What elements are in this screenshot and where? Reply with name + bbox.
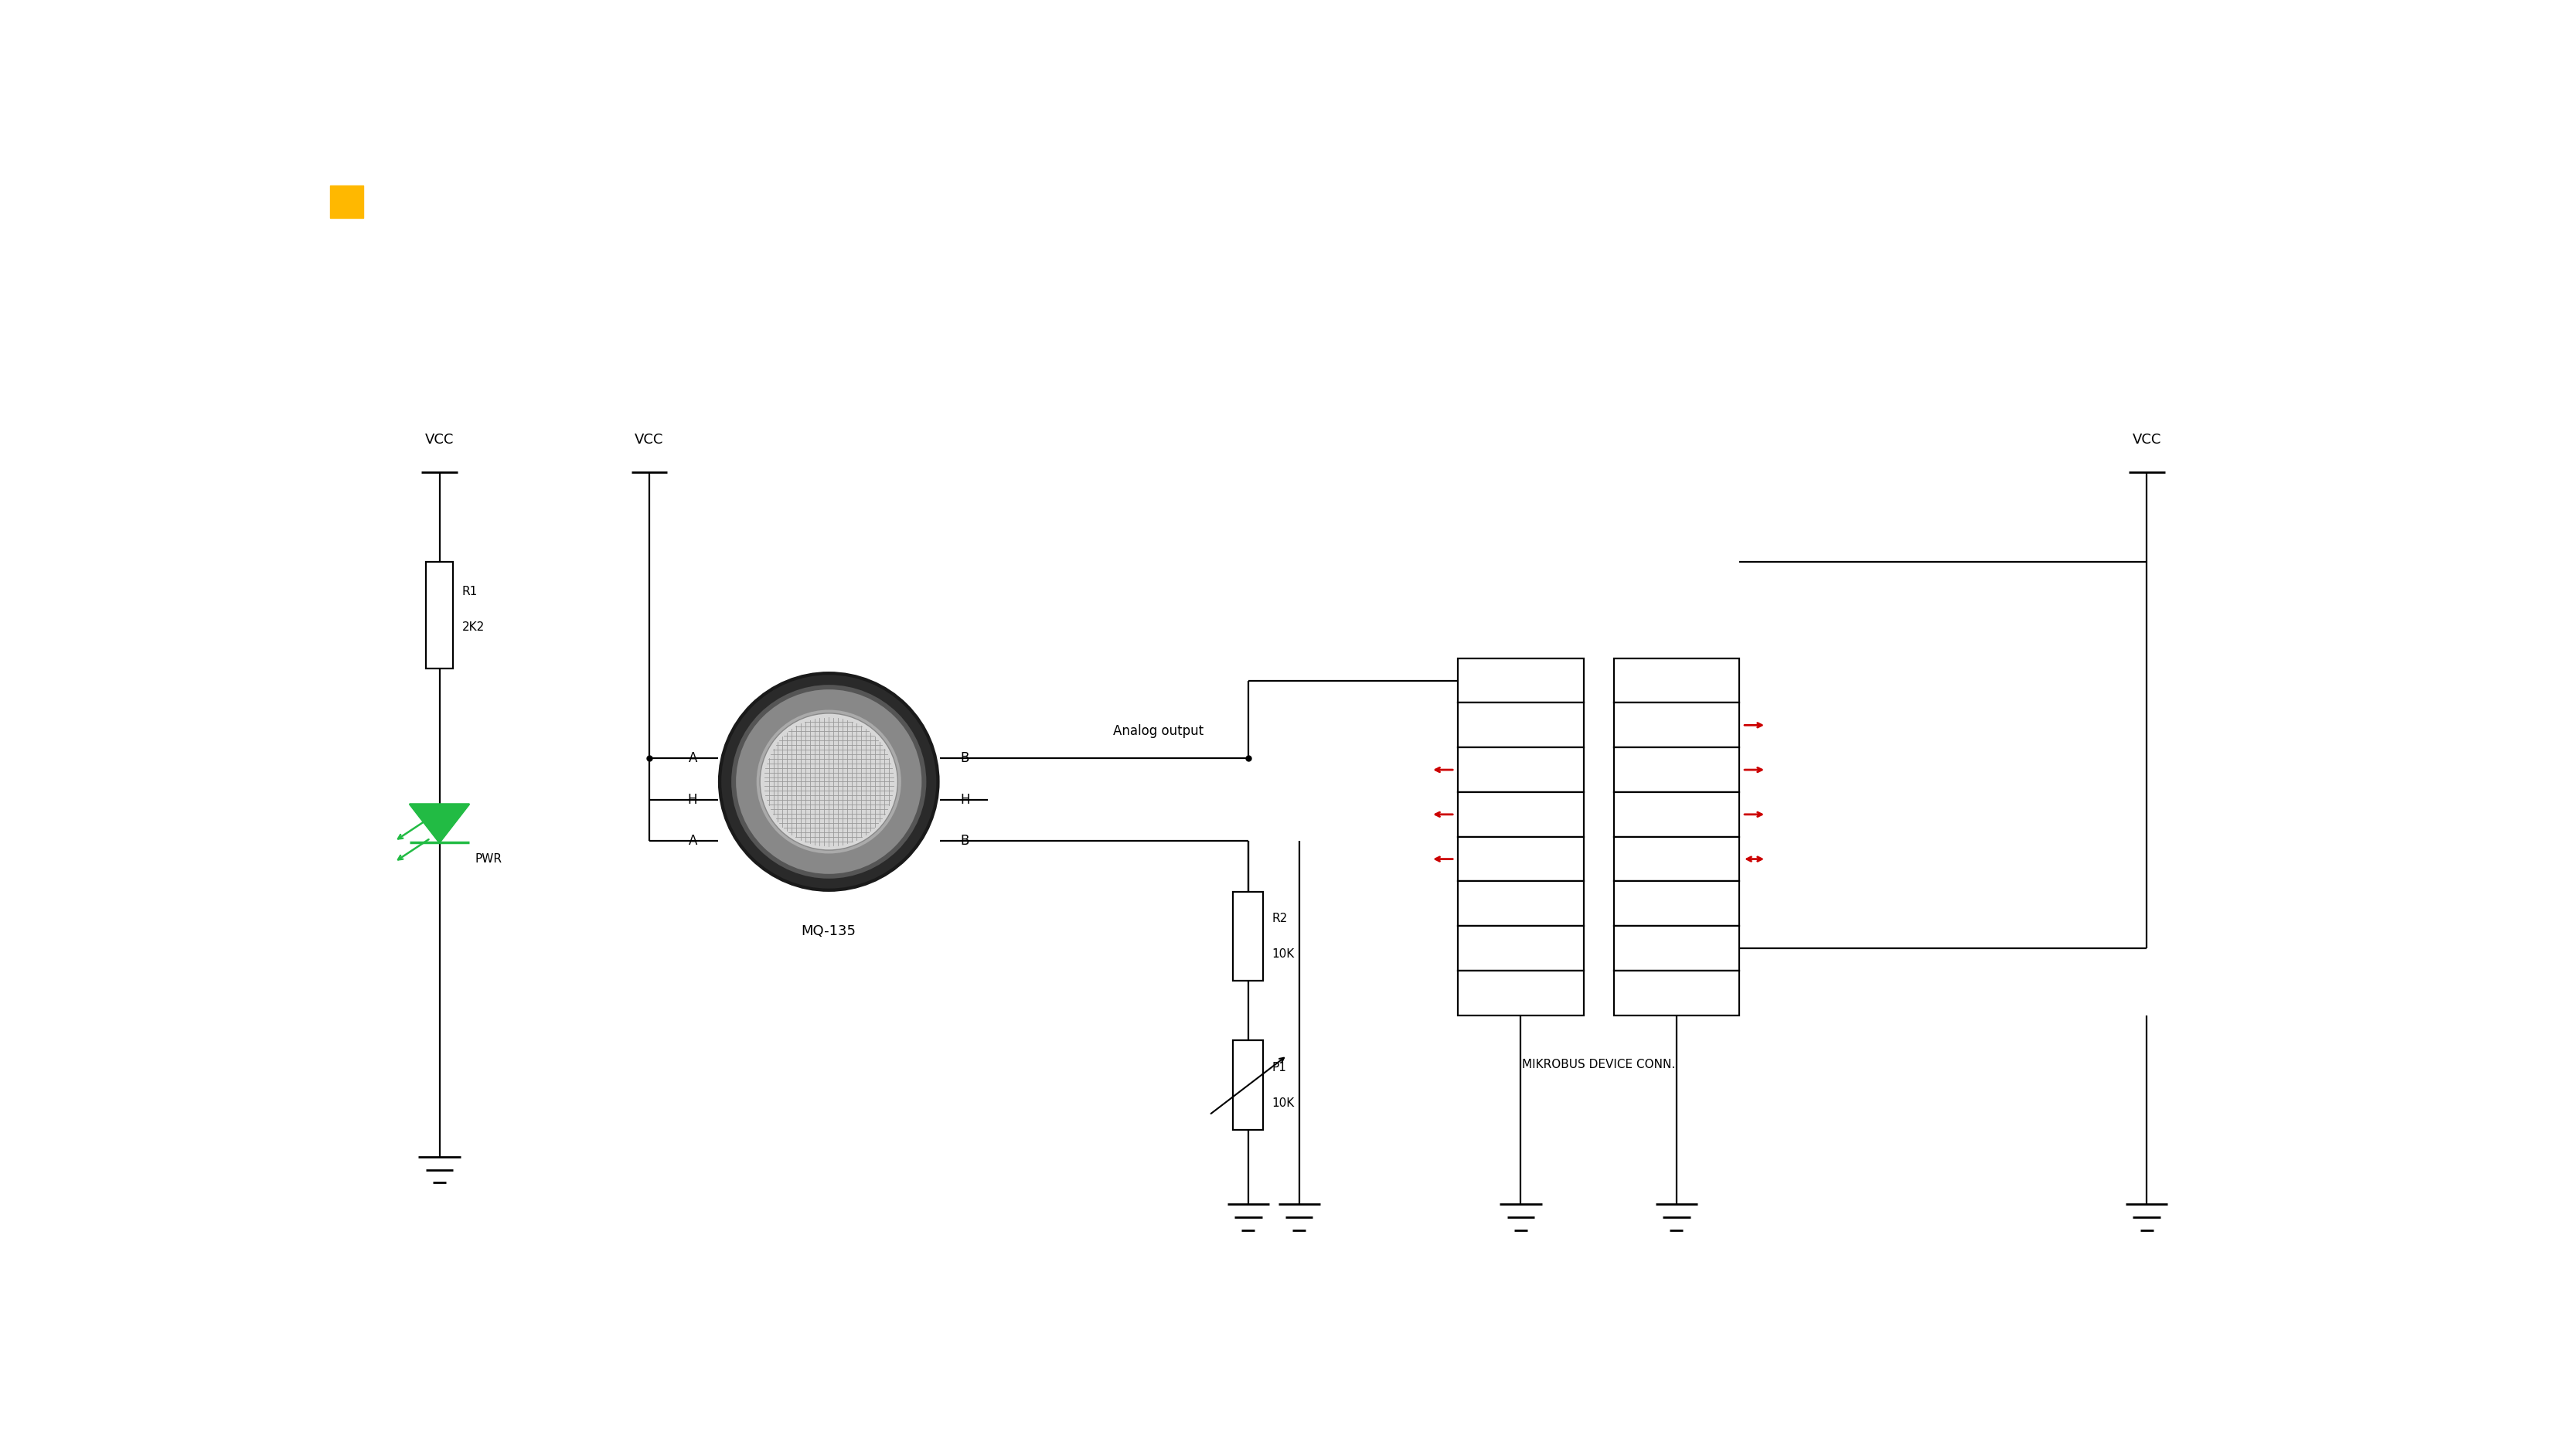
Text: Analog output: Analog output — [1112, 724, 1204, 738]
Text: MISO: MISO — [1509, 855, 1534, 863]
Text: P1: P1 — [1273, 1061, 1286, 1073]
Bar — [1613, 971, 1739, 1015]
Bar — [1457, 837, 1583, 881]
Text: SCL: SCL — [1667, 855, 1685, 863]
Text: VCC: VCC — [424, 432, 455, 447]
Text: SCK: SCK — [1511, 810, 1532, 820]
Text: 2K2: 2K2 — [463, 622, 483, 633]
Bar — [1457, 926, 1583, 971]
Bar — [1457, 658, 1583, 703]
Bar — [1613, 747, 1739, 792]
Text: R1: R1 — [463, 585, 478, 597]
Bar — [1613, 703, 1739, 747]
Text: B: B — [961, 834, 969, 849]
Text: A: A — [688, 834, 698, 849]
Circle shape — [736, 690, 921, 874]
Text: INT: INT — [1667, 721, 1685, 731]
Bar — [1613, 792, 1739, 837]
Bar — [1457, 881, 1583, 926]
Polygon shape — [409, 804, 470, 843]
Text: MOSI: MOSI — [1509, 898, 1534, 909]
Text: R2: R2 — [1273, 913, 1289, 925]
Text: VCC: VCC — [634, 432, 665, 447]
Bar — [1457, 703, 1583, 747]
Circle shape — [731, 684, 926, 878]
Text: GND: GND — [1665, 989, 1688, 997]
Text: RST: RST — [1511, 721, 1532, 731]
Text: VCC: VCC — [2133, 432, 2161, 447]
Bar — [1613, 658, 1739, 703]
Text: AN: AN — [1514, 676, 1529, 686]
Bar — [427, 562, 453, 668]
Text: +3.3V: +3.3V — [1504, 943, 1537, 954]
Text: B: B — [961, 751, 969, 764]
Text: 10K: 10K — [1273, 1098, 1294, 1109]
Bar — [1457, 971, 1583, 1015]
Circle shape — [759, 713, 898, 850]
Text: TX: TX — [1670, 764, 1683, 775]
Text: PWR: PWR — [476, 853, 501, 865]
Text: A: A — [688, 751, 698, 764]
Bar — [1232, 1041, 1263, 1130]
Text: +5V: +5V — [1665, 943, 1688, 954]
Bar — [1232, 891, 1263, 981]
Text: SDA: SDA — [1667, 898, 1688, 909]
Bar — [1457, 792, 1583, 837]
Circle shape — [757, 711, 900, 853]
Bar — [1457, 747, 1583, 792]
Text: CS: CS — [1514, 764, 1527, 775]
Text: RX: RX — [1670, 810, 1683, 820]
Text: PWM: PWM — [1665, 676, 1690, 686]
Text: GND: GND — [1509, 989, 1532, 997]
Text: 10K: 10K — [1273, 948, 1294, 960]
Text: H: H — [688, 792, 698, 807]
Text: MQ-135: MQ-135 — [800, 925, 857, 939]
Text: MIKROBUS DEVICE CONN.: MIKROBUS DEVICE CONN. — [1521, 1059, 1675, 1070]
Bar — [1613, 926, 1739, 971]
Bar — [330, 185, 363, 218]
Circle shape — [759, 713, 898, 850]
Circle shape — [721, 676, 936, 888]
Bar — [1613, 837, 1739, 881]
Circle shape — [719, 671, 938, 891]
Text: H: H — [961, 792, 969, 807]
Bar — [1613, 881, 1739, 926]
